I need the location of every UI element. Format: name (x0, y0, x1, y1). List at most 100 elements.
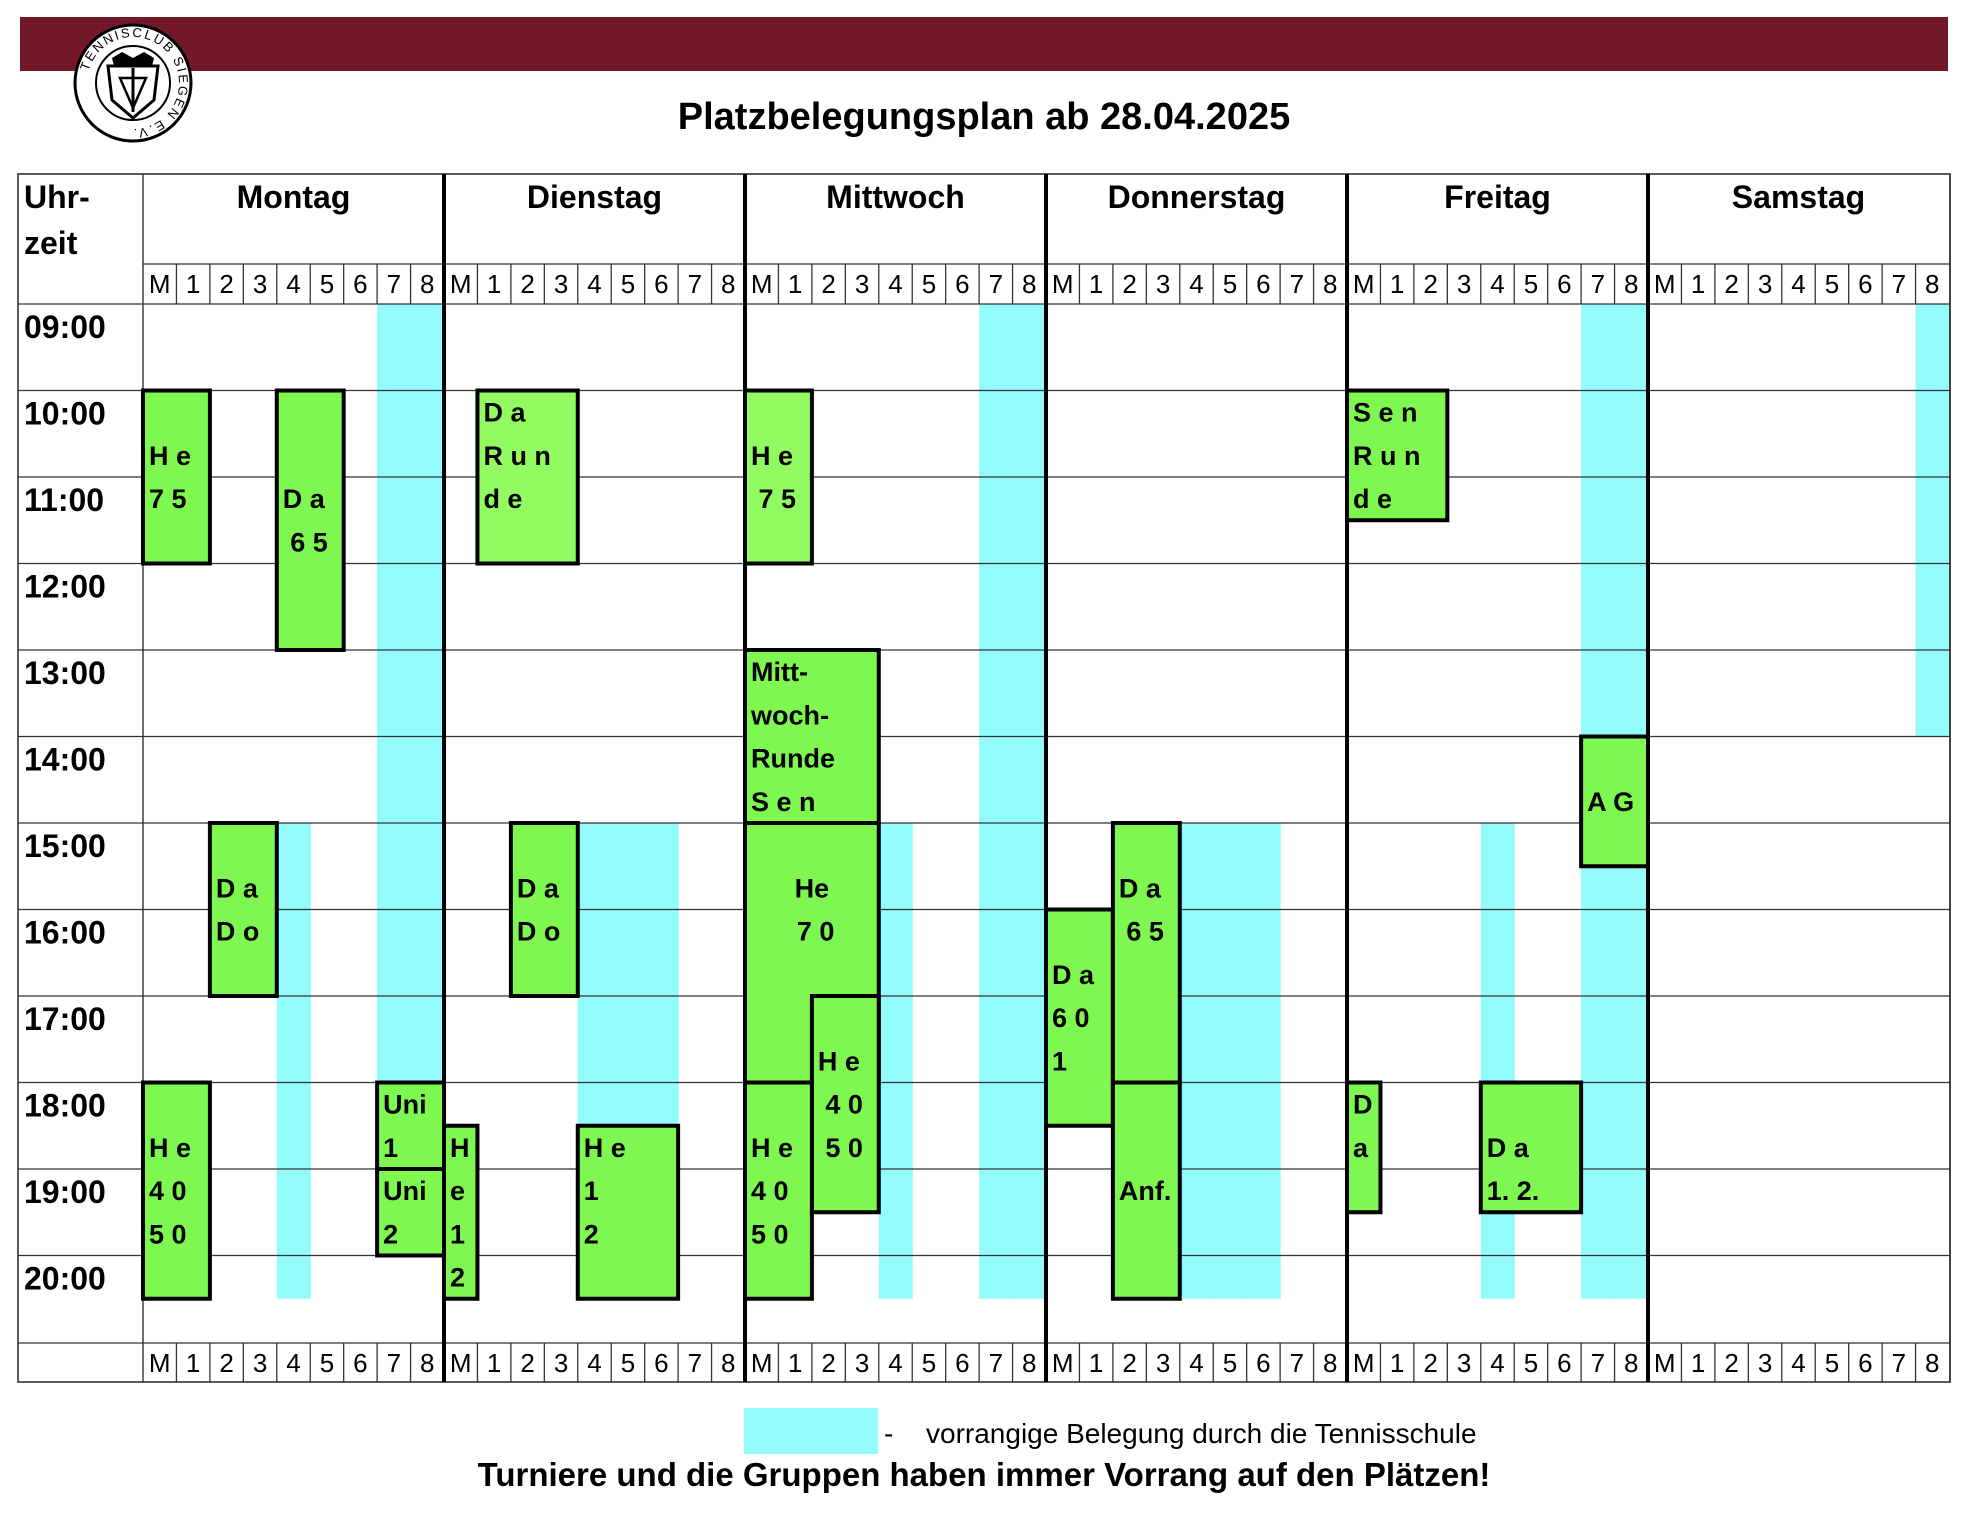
time-label: 10:00 (24, 396, 106, 432)
court-label: 3 (253, 269, 267, 299)
court-label: 6 (955, 1348, 969, 1378)
court-label: 5 (1223, 269, 1237, 299)
court-label: 6 (1858, 269, 1872, 299)
court-label: 6 (654, 269, 668, 299)
court-label: 7 (1591, 1348, 1605, 1378)
court-label: 2 (1423, 269, 1437, 299)
court-label: 3 (1457, 269, 1471, 299)
court-label: 5 (621, 1348, 635, 1378)
time-label: 14:00 (24, 742, 106, 778)
booking-label: D a (517, 873, 560, 903)
school-slot (878, 823, 913, 1299)
court-label: 8 (1925, 1348, 1939, 1378)
court-label: 5 (1825, 269, 1839, 299)
court-label: 8 (1022, 1348, 1036, 1378)
court-label: 4 (1189, 1348, 1203, 1378)
booking-label: 2 (450, 1263, 465, 1293)
booking-label: H e (149, 441, 191, 471)
court-label: 5 (922, 1348, 936, 1378)
court-label: 8 (1323, 269, 1337, 299)
court-label: 6 (1256, 269, 1270, 299)
court-label: 7 (387, 269, 401, 299)
court-label: 3 (253, 1348, 267, 1378)
court-label: 1 (788, 269, 802, 299)
booking-label: D o (517, 917, 561, 947)
court-label: 7 (688, 1348, 702, 1378)
time-label: 20:00 (24, 1261, 106, 1297)
court-label: 2 (219, 1348, 233, 1378)
court-label: M (751, 269, 773, 299)
booking-label: e (450, 1176, 465, 1206)
court-label: 2 (520, 1348, 534, 1378)
time-label: 18:00 (24, 1088, 106, 1124)
court-label: 1 (487, 269, 501, 299)
court-label: 4 (587, 269, 601, 299)
court-label: 6 (353, 1348, 367, 1378)
time-label: 16:00 (24, 915, 106, 951)
booking-label: d e (483, 484, 522, 514)
court-label: M (751, 1348, 773, 1378)
school-slot (577, 823, 612, 1126)
court-label: M (1654, 1348, 1676, 1378)
booking-label: A G (1587, 787, 1634, 817)
booking-label: 5 0 (751, 1219, 789, 1249)
header-bar (20, 17, 1948, 71)
court-label: 5 (1825, 1348, 1839, 1378)
legend-dash: - (884, 1418, 894, 1449)
booking-label: 6 5 (1119, 917, 1164, 947)
day-header: Montag (237, 179, 351, 215)
court-label: 1 (1089, 1348, 1103, 1378)
time-label: 19:00 (24, 1174, 106, 1210)
booking-block (141, 1080, 212, 1301)
court-label: 3 (855, 269, 869, 299)
court-label: 6 (1557, 269, 1571, 299)
booking-label: woch- (750, 700, 829, 730)
court-label: 7 (1290, 269, 1304, 299)
court-label: 6 (353, 269, 367, 299)
booking-block (442, 1123, 480, 1301)
booking-label: H e (818, 1046, 860, 1076)
booking-label: 1 (383, 1133, 398, 1163)
court-label: 3 (1457, 1348, 1471, 1378)
booking-block (575, 1123, 681, 1301)
day-header: Mittwoch (826, 179, 965, 215)
court-label: 6 (955, 269, 969, 299)
court-label: 3 (1156, 269, 1170, 299)
time-label: 15:00 (24, 828, 106, 864)
court-label: 1 (1089, 269, 1103, 299)
booking-label: 1 (1052, 1046, 1067, 1076)
time-label: 12:00 (24, 569, 106, 605)
court-label: 8 (1022, 269, 1036, 299)
booking-label: He (795, 873, 830, 903)
court-label: M (149, 1348, 171, 1378)
booking-label: 6 5 (283, 527, 328, 557)
court-label: 4 (1791, 1348, 1805, 1378)
court-label: M (1052, 269, 1074, 299)
school-slot (410, 304, 445, 1083)
booking-block (743, 388, 814, 566)
court-label: 8 (721, 1348, 735, 1378)
time-column-header: Uhr- (24, 179, 90, 215)
court-label: M (1353, 1348, 1375, 1378)
court-label: M (149, 269, 171, 299)
court-label: 1 (186, 1348, 200, 1378)
court-label: 1 (1390, 1348, 1404, 1378)
court-label: 1 (1691, 1348, 1705, 1378)
booking-block (1110, 821, 1182, 1085)
court-label: 6 (1256, 1348, 1270, 1378)
court-label: 1 (487, 1348, 501, 1378)
booking-label: 4 0 (818, 1090, 863, 1120)
booking-label: S e n (1353, 398, 1418, 428)
court-label: 2 (1122, 269, 1136, 299)
booking-label: 1 (584, 1176, 599, 1206)
booking-block (743, 648, 881, 825)
legend-swatch (744, 1408, 878, 1454)
booking-label: 2 (584, 1219, 599, 1249)
booking-label: D a (1119, 873, 1162, 903)
court-label: 2 (1724, 1348, 1738, 1378)
booking-block (743, 1080, 814, 1301)
court-label: 7 (1892, 269, 1906, 299)
court-label: 7 (989, 1348, 1003, 1378)
court-label: 2 (1423, 1348, 1437, 1378)
